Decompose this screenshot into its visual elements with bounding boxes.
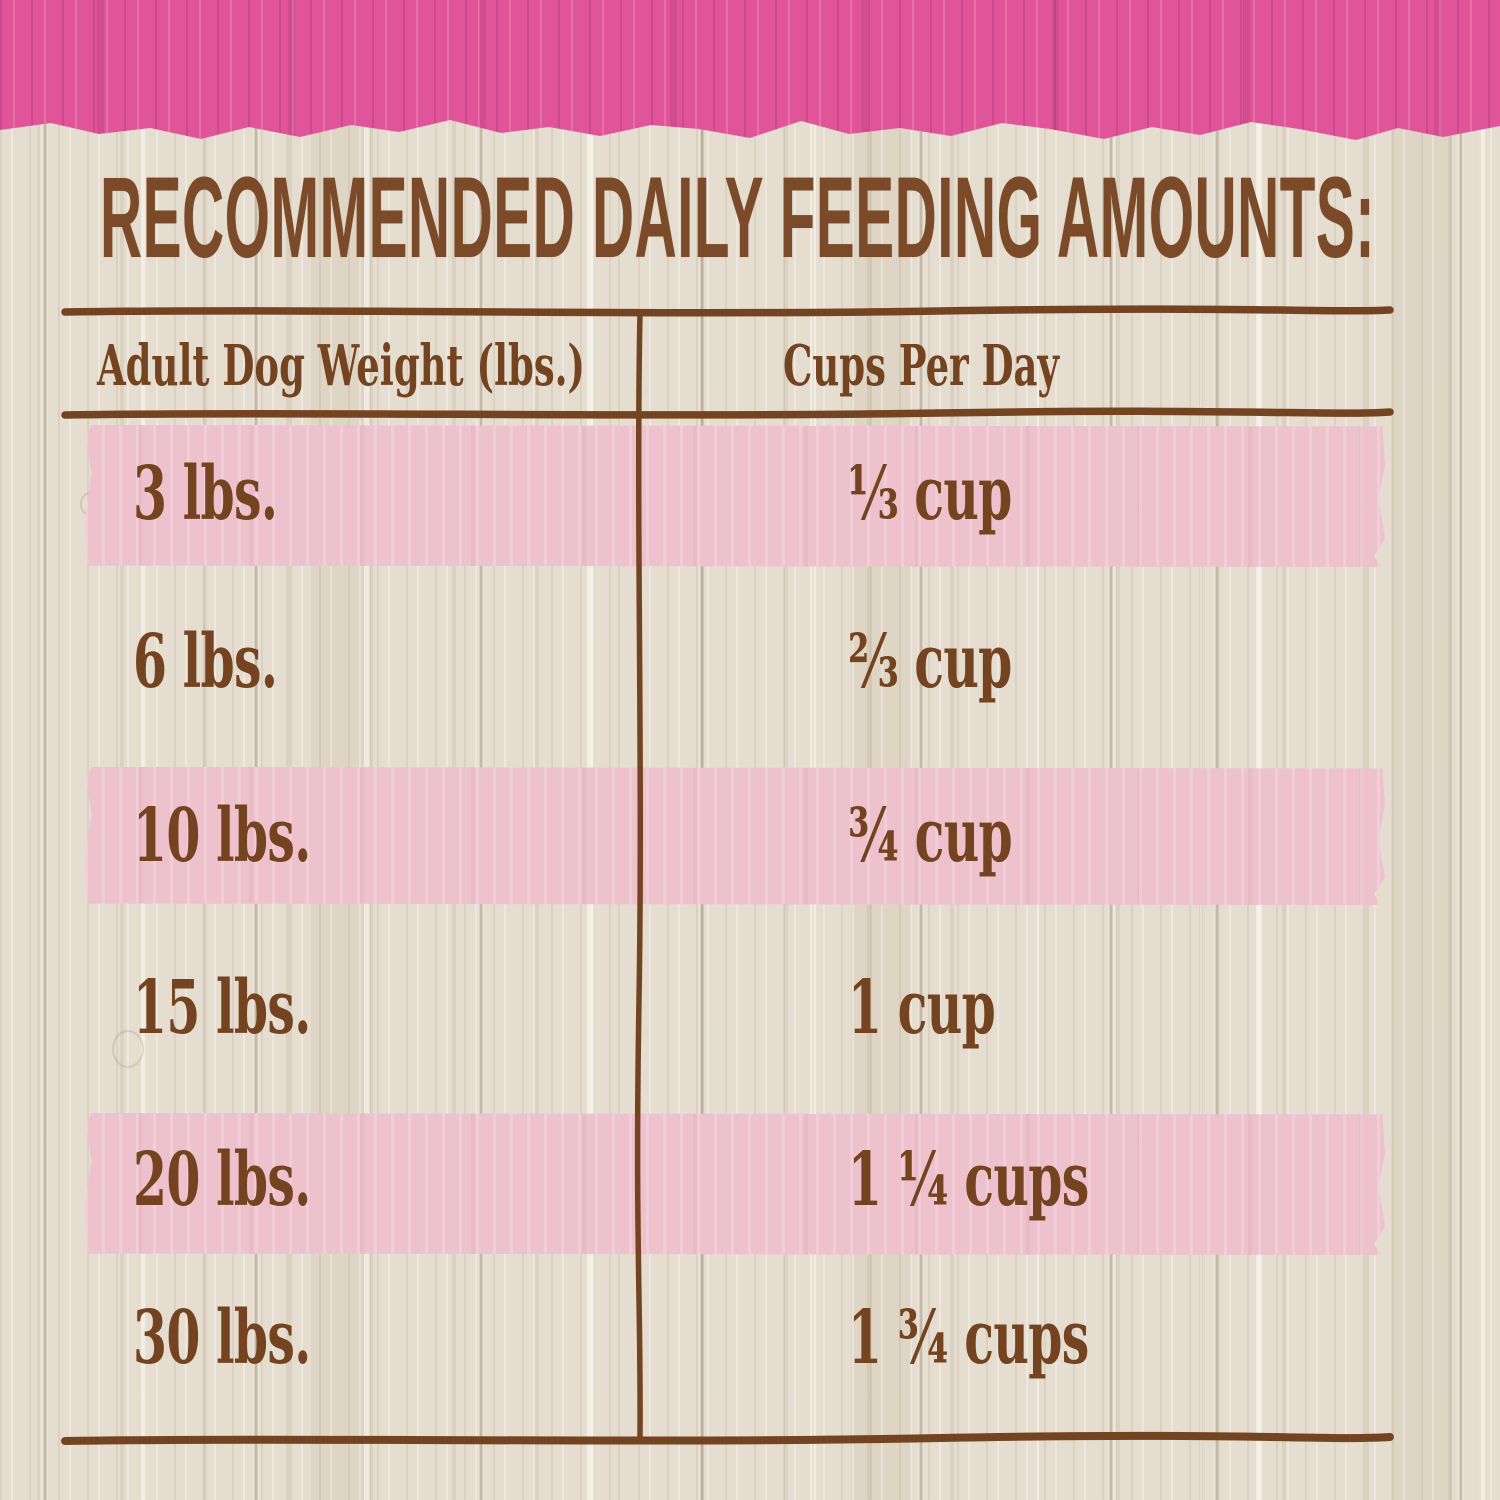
cups-cell: ⅓ cup [848,451,1012,537]
cups-cell: 1 ¼ cups [848,1137,1089,1223]
plank-seam [42,0,48,1500]
weight-cell: 3 lbs. [133,451,278,537]
table-top-rule [61,305,1394,317]
cups-cell: ¾ cup [848,793,1013,879]
cups-cell: 1 cup [848,965,996,1051]
column-header-cups: Cups Per Day [783,333,1059,399]
table-bottom-rule [61,1431,1394,1445]
feeding-amounts-title: RECOMMENDED DAILY FEEDING AMOUNTS: [100,152,1376,282]
table-column-divider [634,309,644,1443]
weight-cell: 10 lbs. [133,793,311,879]
cups-cell: ⅔ cup [848,619,1012,705]
weight-cell: 20 lbs. [133,1137,311,1223]
wood-knot [80,492,100,516]
row-highlight-band [85,425,1385,567]
plank-seam [1458,0,1464,1500]
weight-cell: 15 lbs. [133,965,311,1051]
weight-cell: 6 lbs. [133,619,278,705]
column-header-weight: Adult Dog Weight (lbs.) [97,333,586,399]
weight-cell: 30 lbs. [133,1295,311,1381]
cups-cell: 1 ¾ cups [848,1295,1089,1381]
pink-paint-band [0,0,1500,140]
table-header-rule [61,407,1394,419]
